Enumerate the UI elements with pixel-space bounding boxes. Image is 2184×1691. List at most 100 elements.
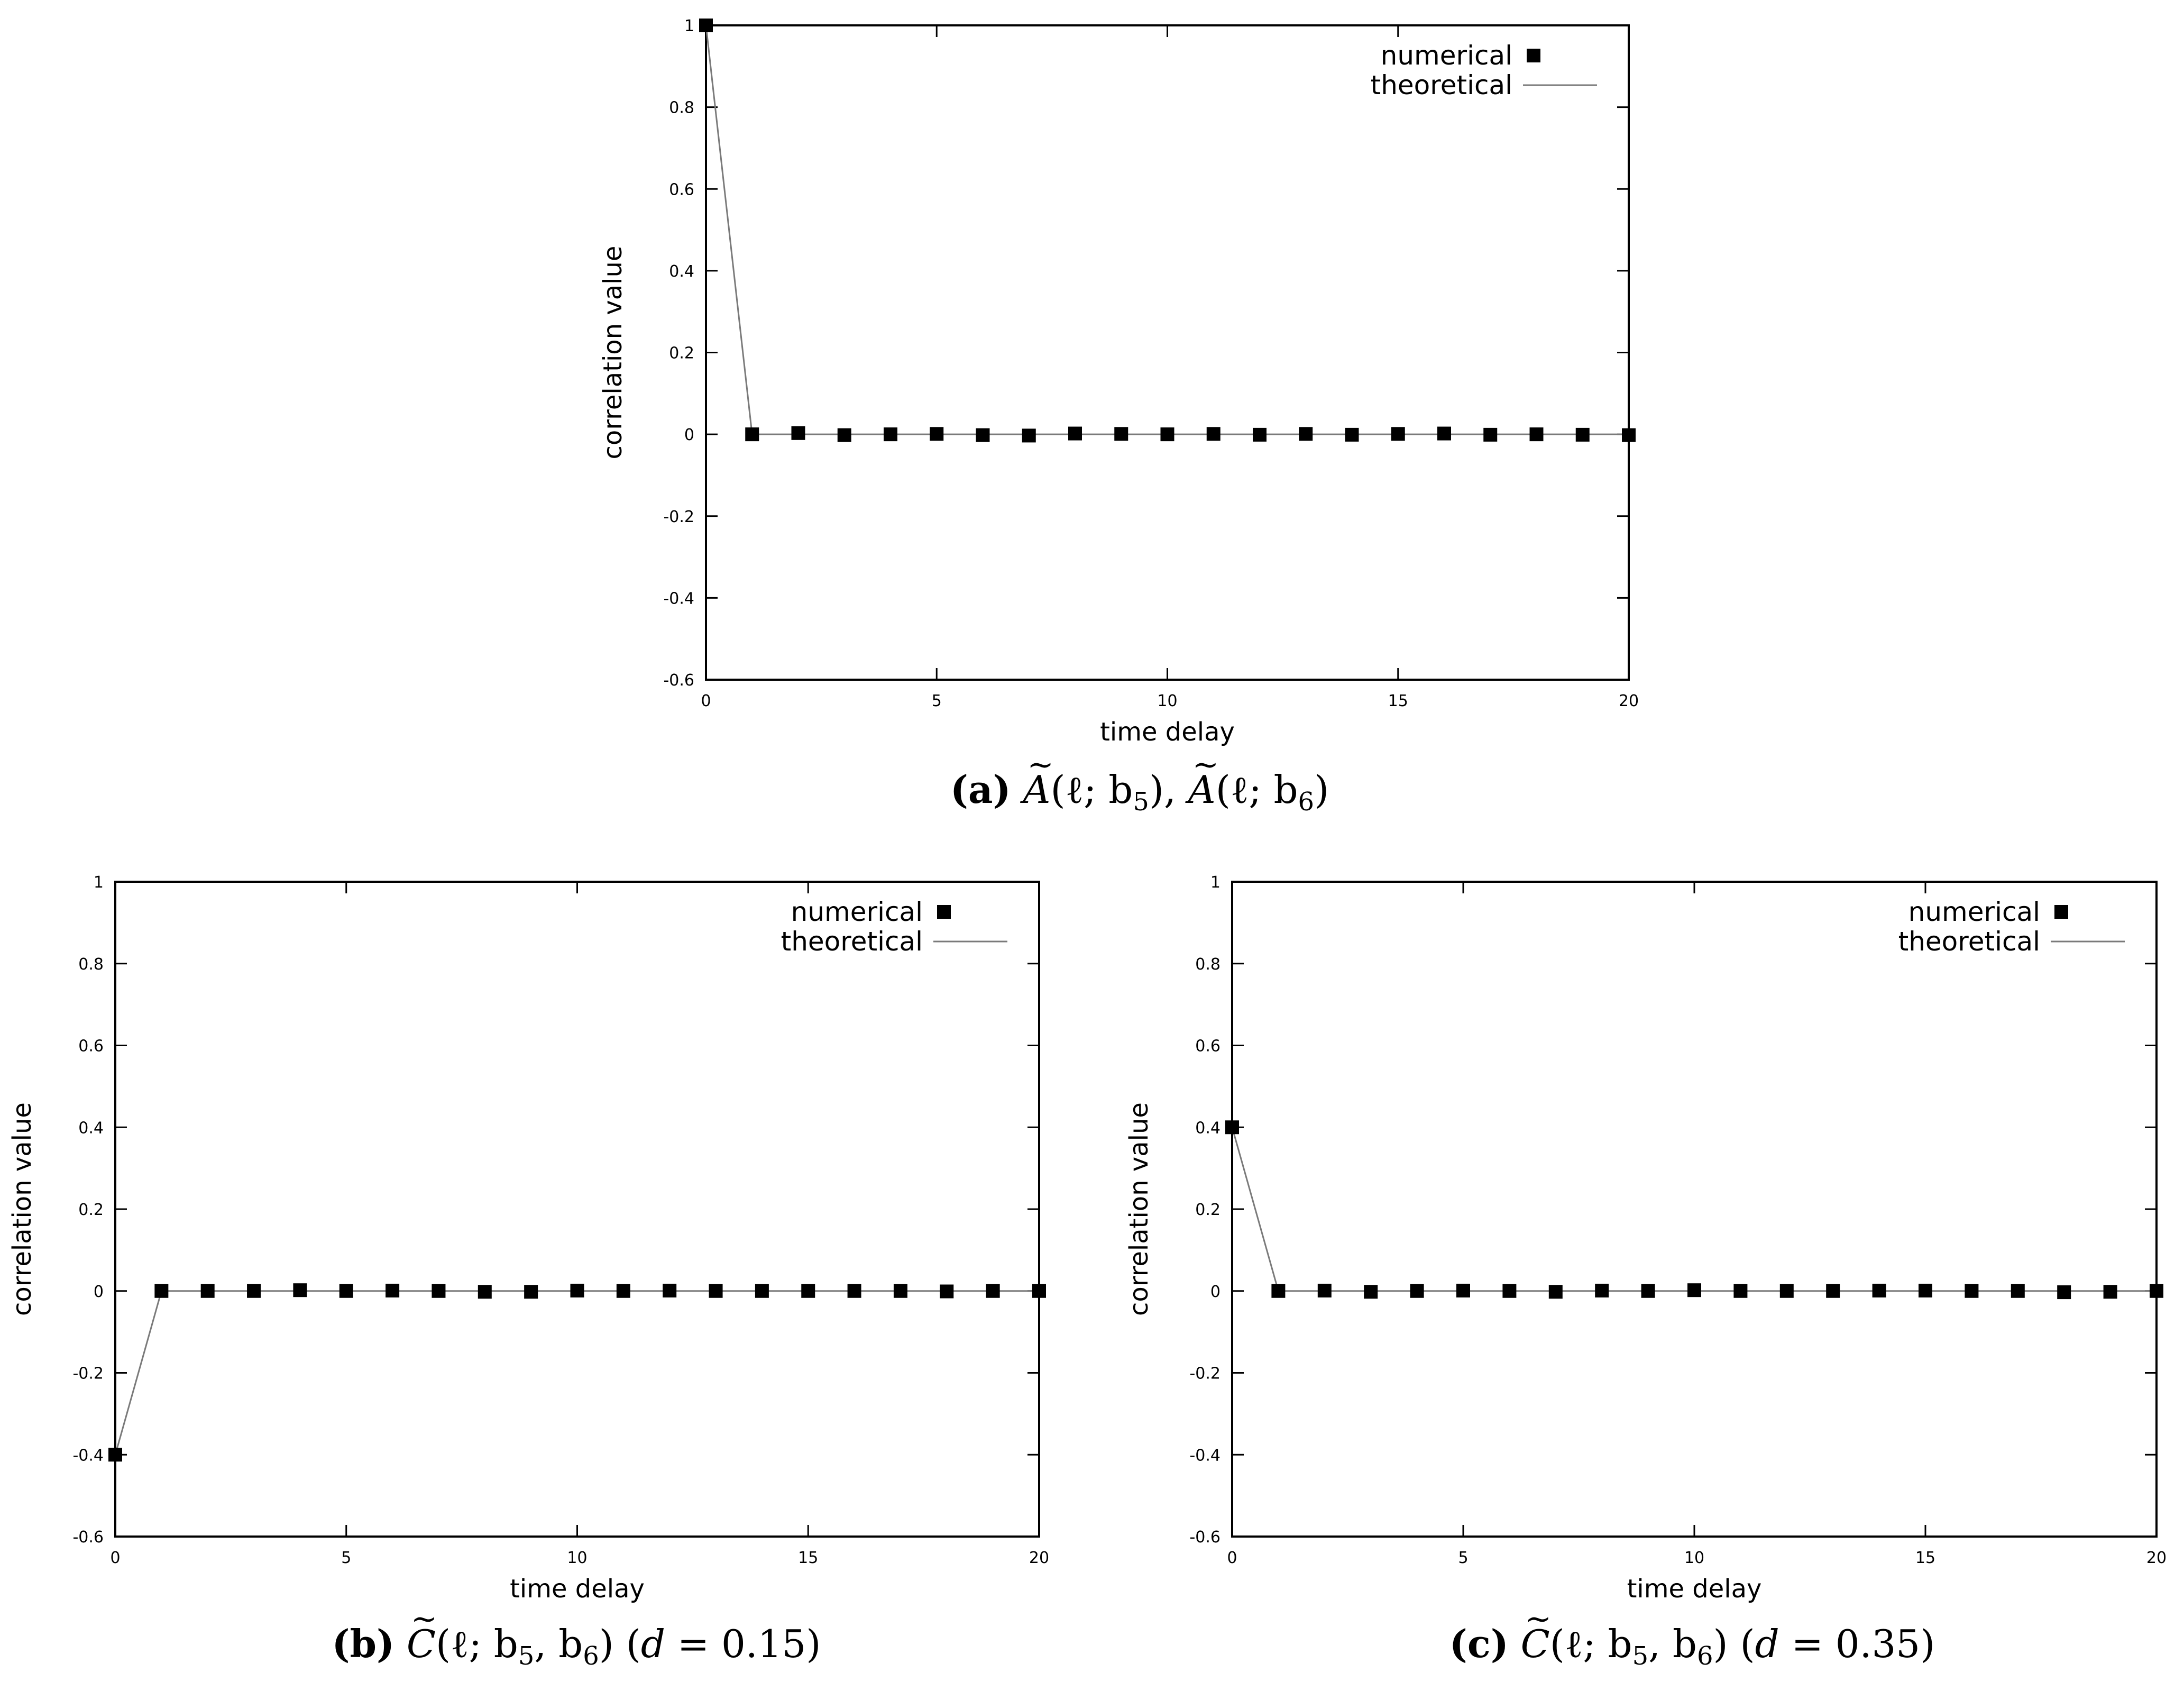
chart-c-legend-numerical-label: numerical xyxy=(1908,897,2040,927)
chart-a-point-9 xyxy=(1114,427,1128,441)
chart-c-point-15 xyxy=(1919,1283,1932,1297)
chart-c-ytick-label-4: 0.2 xyxy=(1195,1201,1221,1219)
chart-a-point-20 xyxy=(1622,428,1636,442)
chart-c-ytick-label-1: -0.4 xyxy=(1189,1446,1221,1465)
chart-b-ytick-label-4: 0.2 xyxy=(78,1201,104,1219)
chart-a-xtick-label-0: 0 xyxy=(701,692,711,710)
chart-b-ytick-label-7: 0.8 xyxy=(78,955,104,974)
chart-a-ytick-label-0: -0.6 xyxy=(663,671,694,690)
chart-c-point-14 xyxy=(1872,1283,1886,1297)
chart-c-point-18 xyxy=(2057,1285,2071,1300)
chart-a-point-4 xyxy=(884,427,897,442)
caption-a-sub-2: 6 xyxy=(1298,787,1315,817)
caption-a-sub-1: 5 xyxy=(1133,787,1149,817)
chart-a-point-14 xyxy=(1345,427,1359,442)
chart-a-ylabel: correlation value xyxy=(598,246,628,460)
chart-b-point-8 xyxy=(478,1285,492,1299)
chart-c-point-20 xyxy=(2150,1284,2163,1298)
chart-a-point-5 xyxy=(930,427,944,441)
caption-c-sub-2: 6 xyxy=(1696,1641,1713,1671)
chart-a-point-8 xyxy=(1068,426,1082,441)
chart-a-xtick-label-2: 10 xyxy=(1157,692,1177,710)
caption-c-part-3: ) ( xyxy=(1713,1622,1755,1666)
chart-c-point-6 xyxy=(1502,1284,1517,1298)
chart-c-point-9 xyxy=(1641,1284,1655,1298)
chart-a-xtick-label-3: 15 xyxy=(1388,692,1408,710)
chart-a-ytick-label-6: 0.6 xyxy=(669,180,694,199)
chart-a-point-1 xyxy=(745,427,759,442)
chart-c-ytick-label-7: 0.8 xyxy=(1195,955,1221,974)
chart-c-plot-frame xyxy=(1231,881,2158,1538)
chart-b-point-4 xyxy=(293,1283,307,1297)
caption-a-label: (a) xyxy=(950,767,1011,812)
chart-b-xtick-label-3: 15 xyxy=(798,1549,818,1567)
chart-c-point-2 xyxy=(1317,1283,1332,1297)
chart-a-legend-theoretical-label: theoretical xyxy=(1371,70,1512,100)
chart-b-point-19 xyxy=(986,1284,1000,1298)
caption-b-part-2: , b xyxy=(534,1622,583,1666)
chart-a-legend-numerical-label: numerical xyxy=(1381,40,1512,71)
chart-a-point-12 xyxy=(1253,427,1267,442)
chart-c-point-11 xyxy=(1733,1284,1748,1298)
chart-b-point-3 xyxy=(247,1284,261,1298)
chart-a-point-13 xyxy=(1299,427,1313,441)
chart-b-legend-numerical-marker xyxy=(937,905,951,919)
chart-b-point-18 xyxy=(940,1284,954,1299)
chart-b-ytick-label-8: 1 xyxy=(94,873,104,892)
caption-b-part-4: = 0.15) xyxy=(665,1622,821,1666)
chart-a-ytick-label-5: 0.4 xyxy=(669,262,694,281)
chart-a-ytick-label-1: -0.4 xyxy=(663,589,694,608)
caption-b-sub-2: 6 xyxy=(583,1641,599,1671)
chart-c-ylabel: correlation value xyxy=(1124,1102,1154,1316)
chart-c-point-7 xyxy=(1548,1285,1563,1299)
caption-a-sym-1: A xyxy=(1023,746,1054,812)
chart-c-legend-numerical-marker xyxy=(2054,905,2068,919)
caption-b: (b) C(ℓ; b5, b6) (d = 0.15) xyxy=(312,1601,841,1671)
caption-b-sub-1: 5 xyxy=(518,1641,535,1671)
chart-c-point-17 xyxy=(2011,1284,2025,1298)
chart-b-legend-numerical-label: numerical xyxy=(791,897,923,927)
chart-a-xlabel: time delay xyxy=(1100,717,1235,747)
caption-a: (a) A(ℓ; b5), A(ℓ; b6) xyxy=(933,746,1346,817)
chart-b-point-13 xyxy=(709,1284,723,1298)
chart-b-point-14 xyxy=(755,1284,769,1298)
caption-c-sym: C xyxy=(1521,1601,1552,1666)
chart-c-ytick-label-5: 0.4 xyxy=(1195,1119,1221,1137)
chart-c-point-16 xyxy=(1965,1284,1979,1298)
chart-c-legend-theoretical-label: theoretical xyxy=(1898,926,2040,957)
chart-b-point-20 xyxy=(1032,1284,1046,1298)
chart-panel-a: -0.6 -0.4 -0.2 0 0.2 0.4 0.6 0.8 1 0 5 10 15 20 time d… xyxy=(0,0,2184,825)
caption-a-part-2: ), xyxy=(1149,767,1188,812)
chart-b-ytick-label-5: 0.4 xyxy=(78,1119,104,1137)
chart-c-point-8 xyxy=(1595,1283,1609,1297)
chart-b-ytick-label-1: -0.4 xyxy=(72,1446,104,1465)
caption-b-var: d xyxy=(640,1622,665,1666)
chart-a-point-18 xyxy=(1529,427,1544,442)
chart-a-ytick-label-2: -0.2 xyxy=(663,508,694,526)
chart-c-ytick-label-6: 0.6 xyxy=(1195,1037,1221,1056)
chart-c-xlabel: time delay xyxy=(1627,1574,1762,1604)
chart-b-point-10 xyxy=(570,1283,584,1297)
chart-b-ytick-label-6: 0.6 xyxy=(78,1037,104,1056)
chart-b-point-5 xyxy=(339,1284,353,1298)
chart-c-point-5 xyxy=(1456,1283,1470,1297)
chart-b-xlabel: time delay xyxy=(510,1574,645,1604)
chart-c-series-theoretical-line xyxy=(1231,1127,2157,1292)
caption-c-part-4: = 0.35) xyxy=(1779,1622,1935,1666)
caption-a-part-3: (ℓ; b xyxy=(1215,767,1298,812)
chart-c-xtick-label-4: 20 xyxy=(2146,1549,2167,1567)
chart-b-ylabel: correlation value xyxy=(7,1102,37,1316)
caption-c-var: d xyxy=(1755,1622,1779,1666)
chart-c-xtick-label-0: 0 xyxy=(1227,1549,1237,1567)
chart-a-point-16 xyxy=(1437,426,1451,441)
chart-a-point-15 xyxy=(1391,427,1405,441)
chart-b-point-0 xyxy=(108,1448,122,1462)
caption-c-part-2: , b xyxy=(1648,1622,1697,1666)
chart-b-point-1 xyxy=(154,1284,169,1298)
chart-c-ytick-label-3: 0 xyxy=(1210,1283,1221,1301)
chart-b-point-7 xyxy=(432,1284,446,1298)
caption-b-part-1: (ℓ; b xyxy=(436,1622,518,1666)
